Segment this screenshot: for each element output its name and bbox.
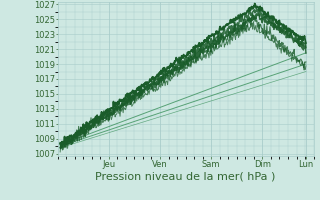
X-axis label: Pression niveau de la mer( hPa ): Pression niveau de la mer( hPa ) <box>95 172 276 182</box>
